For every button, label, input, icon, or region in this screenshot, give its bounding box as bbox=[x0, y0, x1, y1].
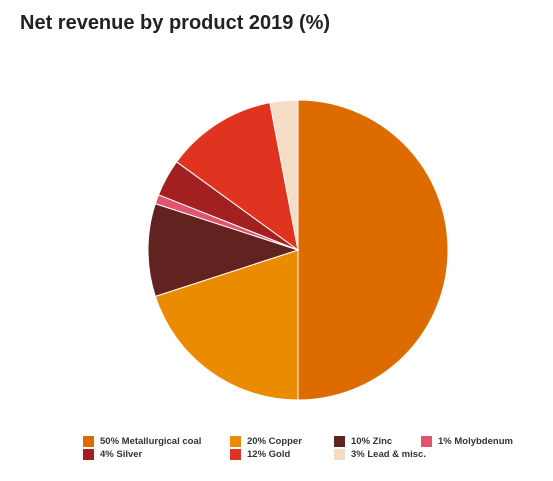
pie-slice bbox=[147, 203, 300, 297]
pie-slice bbox=[154, 249, 299, 401]
pie-slice bbox=[297, 99, 449, 401]
pie-slice bbox=[175, 102, 299, 252]
chart-title: Net revenue by product 2019 (%) bbox=[20, 12, 331, 34]
pie-slice bbox=[269, 99, 299, 251]
